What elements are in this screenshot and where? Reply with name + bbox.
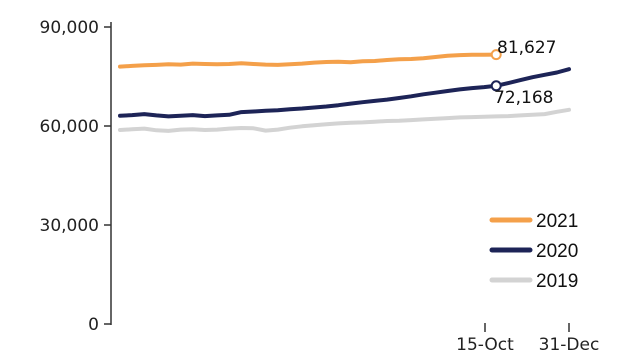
x-tick-label-31-dec: 31-Dec xyxy=(539,335,600,355)
end-marker-2021 xyxy=(490,49,502,61)
x-tick-label-15-oct: 15-Oct xyxy=(456,335,514,355)
series-line-2021 xyxy=(118,52,499,69)
legend-label-2021: 2021 xyxy=(536,211,578,232)
end-value-label-2021: 81,627 xyxy=(497,38,556,58)
end-marker-2020 xyxy=(490,80,502,92)
end-value-label-2020: 72,168 xyxy=(494,88,553,108)
legend-label-2020: 2020 xyxy=(536,241,578,262)
series-line-2019 xyxy=(118,107,571,133)
y-tick-label-90000: 90,000 xyxy=(40,18,99,38)
axes: 90,000 60,000 30,000 0 15-Oct 31-Dec xyxy=(40,18,600,355)
y-tick-label-0: 0 xyxy=(88,315,99,335)
series-layer xyxy=(118,49,571,133)
legend: 2021 2020 2019 xyxy=(489,211,578,292)
y-tick-label-60000: 60,000 xyxy=(40,117,99,137)
y-tick-label-30000: 30,000 xyxy=(40,216,99,236)
legend-label-2019: 2019 xyxy=(536,271,578,292)
